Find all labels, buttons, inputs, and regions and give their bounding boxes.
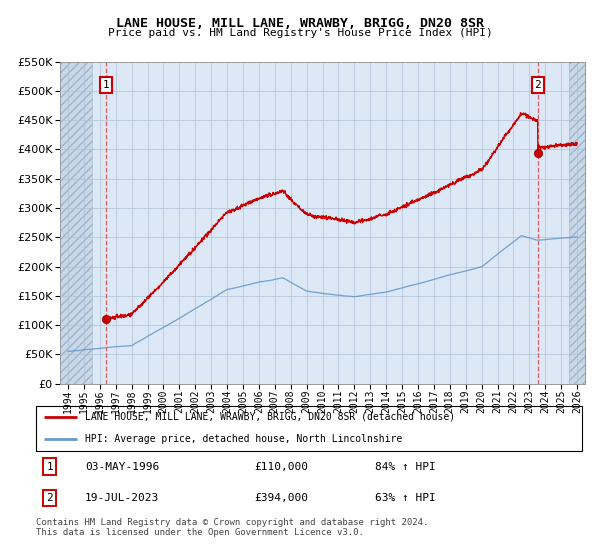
Text: 2: 2 [46,493,53,503]
Text: 84% ↑ HPI: 84% ↑ HPI [374,461,435,472]
Text: Contains HM Land Registry data © Crown copyright and database right 2024.
This d: Contains HM Land Registry data © Crown c… [36,518,428,538]
Text: HPI: Average price, detached house, North Lincolnshire: HPI: Average price, detached house, Nort… [85,434,403,444]
Text: 03-MAY-1996: 03-MAY-1996 [85,461,160,472]
Text: LANE HOUSE, MILL LANE, WRAWBY, BRIGG, DN20 8SR (detached house): LANE HOUSE, MILL LANE, WRAWBY, BRIGG, DN… [85,412,455,422]
Text: 1: 1 [102,80,109,90]
Text: £394,000: £394,000 [254,493,308,503]
Bar [60,62,92,384]
Text: 63% ↑ HPI: 63% ↑ HPI [374,493,435,503]
Bar [60,62,92,384]
Text: LANE HOUSE, MILL LANE, WRAWBY, BRIGG, DN20 8SR: LANE HOUSE, MILL LANE, WRAWBY, BRIGG, DN… [116,17,484,30]
Text: £110,000: £110,000 [254,461,308,472]
Text: Price paid vs. HM Land Registry's House Price Index (HPI): Price paid vs. HM Land Registry's House … [107,28,493,38]
Text: 1: 1 [46,461,53,472]
Text: 2: 2 [535,80,541,90]
Bar [569,62,585,384]
Text: 19-JUL-2023: 19-JUL-2023 [85,493,160,503]
Bar [569,62,585,384]
